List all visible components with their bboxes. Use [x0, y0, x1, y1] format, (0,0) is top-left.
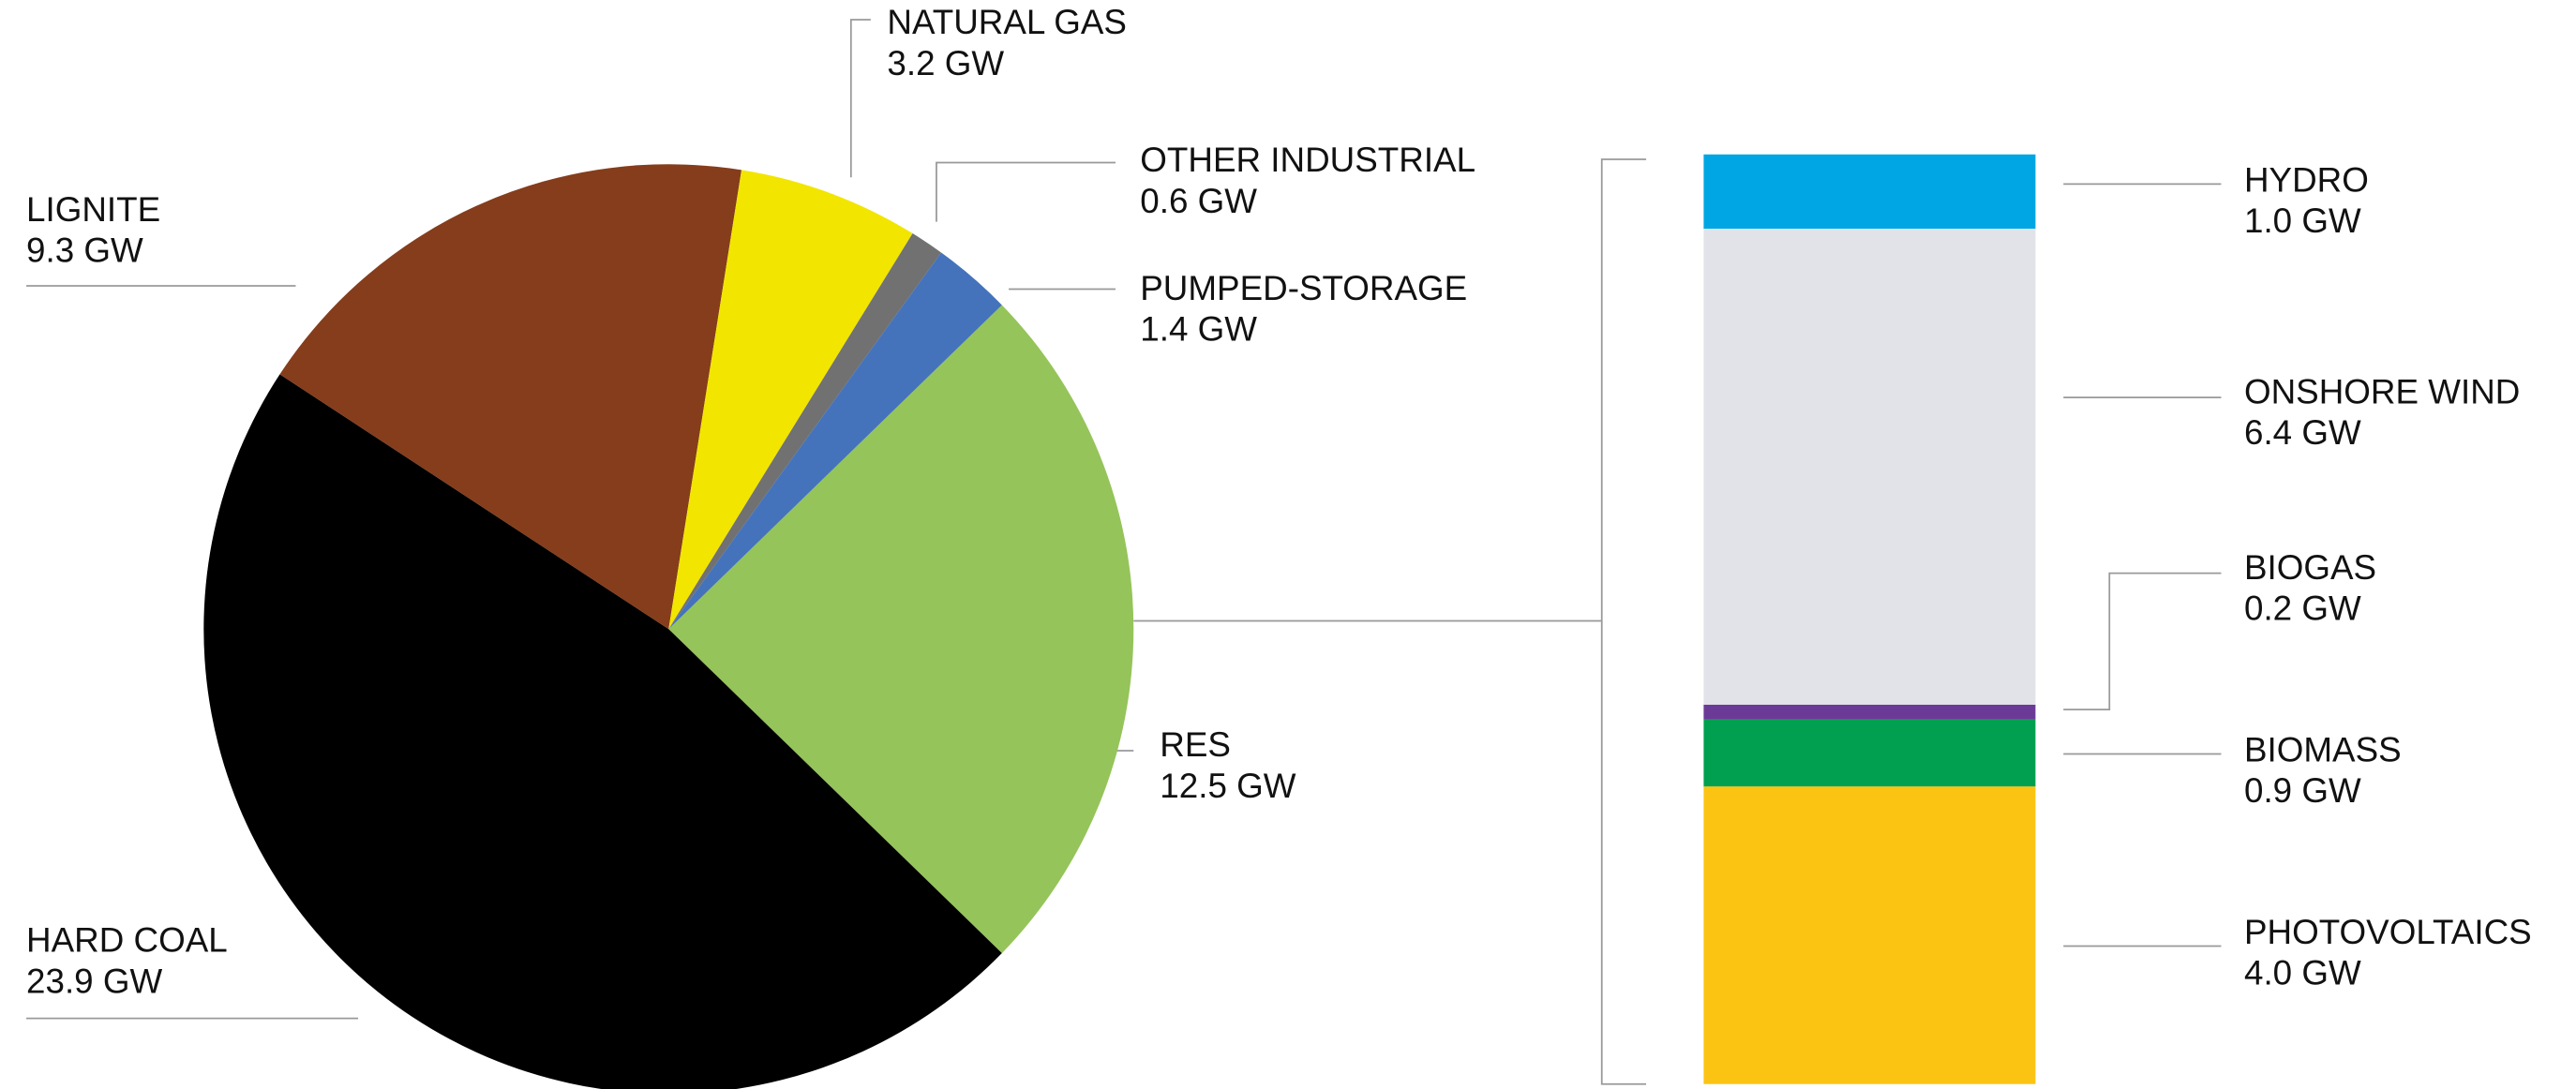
bar-segment	[1703, 704, 2036, 720]
slice-value: 0.6 GW	[1140, 182, 1257, 220]
slice-value: 23.9 GW	[26, 962, 162, 1001]
slice-label: HARD COAL	[26, 921, 228, 960]
bar-segment	[1703, 229, 2036, 705]
slice-label: NATURAL GAS	[887, 3, 1127, 41]
pie-slice	[279, 164, 742, 630]
pie-slice	[668, 170, 913, 630]
segment-label: BIOMASS	[2244, 730, 2402, 768]
bracket	[1600, 158, 1647, 1085]
segment-label: BIOGAS	[2244, 548, 2376, 587]
slice-value: 1.4 GW	[1140, 310, 1257, 349]
pie-slice	[668, 252, 1002, 630]
leader-line	[849, 19, 871, 178]
pie-slice	[668, 233, 942, 630]
leader-line	[2063, 572, 2222, 711]
bar-segment	[1703, 719, 2036, 787]
pie-slice	[203, 374, 1002, 1089]
slice-label: RES	[1160, 725, 1231, 764]
bar-segment	[1703, 786, 2036, 1084]
slice-label: OTHER INDUSTRIAL	[1140, 141, 1475, 179]
slice-label: LIGNITE	[26, 190, 160, 229]
slice-value: 3.2 GW	[887, 44, 1004, 82]
segment-label: ONSHORE WIND	[2244, 372, 2520, 410]
bar-segment	[1703, 154, 2036, 230]
leader-line	[936, 161, 1116, 222]
slice-value: 12.5 GW	[1160, 767, 1295, 805]
segment-value: 1.0 GW	[2244, 201, 2361, 240]
segment-label: PHOTOVOLTAICS	[2244, 913, 2532, 951]
segment-value: 0.9 GW	[2244, 771, 2361, 810]
slice-label: PUMPED-STORAGE	[1140, 269, 1467, 307]
pie-slice	[668, 305, 1134, 954]
slice-value: 9.3 GW	[26, 231, 143, 270]
segment-value: 0.2 GW	[2244, 589, 2361, 628]
segment-label: HYDRO	[2244, 160, 2369, 199]
segment-value: 4.0 GW	[2244, 954, 2361, 992]
segment-value: 6.4 GW	[2244, 413, 2361, 452]
